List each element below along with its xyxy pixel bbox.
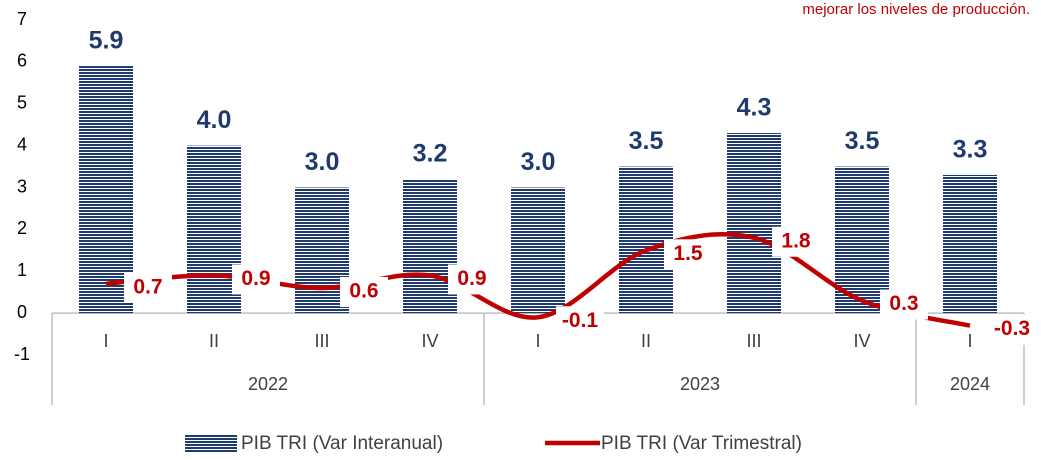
line-label-box xyxy=(664,239,712,270)
group-label: 2022 xyxy=(248,374,288,394)
bar-value-label: 3.3 xyxy=(953,136,988,164)
y-tick-label: 6 xyxy=(17,51,27,71)
group-label: 2024 xyxy=(950,374,990,394)
x-tick-label: II xyxy=(209,331,219,351)
bar xyxy=(79,66,133,314)
bar xyxy=(727,133,781,314)
bar-value-label: 3.0 xyxy=(305,148,340,176)
line-label-box xyxy=(988,314,1036,345)
x-tick-label: IV xyxy=(853,331,870,351)
line-value-label: -0.3 xyxy=(994,317,1030,340)
bar xyxy=(511,187,565,314)
x-tick-label: I xyxy=(535,331,540,351)
line-value-label: 0.3 xyxy=(889,292,918,315)
line-value-label: 0.7 xyxy=(133,275,162,298)
annotation: mejorar los niveles de producción. xyxy=(802,1,1030,18)
line-label-box xyxy=(448,264,496,295)
y-tick-label: 3 xyxy=(17,176,27,196)
line-value-label: 1.8 xyxy=(781,229,811,252)
y-tick-label: 2 xyxy=(17,218,27,238)
x-tick-label: I xyxy=(103,331,108,351)
line-label-box xyxy=(556,306,604,337)
legend-label: PIB TRI (Var Interanual) xyxy=(241,433,443,454)
legend-label: PIB TRI (Var Trimestral) xyxy=(601,433,802,454)
line-label-box xyxy=(124,272,172,303)
bar-value-label: 3.5 xyxy=(845,127,880,155)
bar-value-label: 3.2 xyxy=(413,140,448,168)
bar-value-label: 3.5 xyxy=(629,127,664,155)
x-tick-label: III xyxy=(746,331,761,351)
y-tick-label: 0 xyxy=(17,302,27,322)
y-tick-label: 1 xyxy=(17,260,27,280)
x-tick-label: III xyxy=(314,331,329,351)
legend-swatch xyxy=(185,434,237,452)
y-tick-label: -1 xyxy=(14,344,30,364)
x-tick-label: I xyxy=(967,331,972,351)
bar-value-label: 3.0 xyxy=(521,148,556,176)
bar xyxy=(943,174,997,314)
bar-value-label: 5.9 xyxy=(89,27,124,55)
line-label-box xyxy=(880,289,928,320)
y-tick-label: 7 xyxy=(17,9,27,29)
line-label-box xyxy=(772,226,820,257)
line-value-label: 0.9 xyxy=(241,267,270,290)
x-tick-label: IV xyxy=(421,331,438,351)
bar-value-label: 4.0 xyxy=(197,106,232,134)
line-value-label: 0.9 xyxy=(457,267,486,290)
line-label-box xyxy=(232,264,280,295)
line-value-label: 0.6 xyxy=(349,280,378,303)
bar-value-label: 4.3 xyxy=(737,94,772,122)
line-label-box xyxy=(340,277,388,307)
group-label: 2023 xyxy=(680,374,720,394)
y-tick-label: 5 xyxy=(17,93,27,113)
y-tick-label: 4 xyxy=(17,134,27,154)
line-value-label: -0.1 xyxy=(562,309,599,332)
line-value-label: 1.5 xyxy=(673,242,703,265)
x-tick-label: II xyxy=(641,331,651,351)
